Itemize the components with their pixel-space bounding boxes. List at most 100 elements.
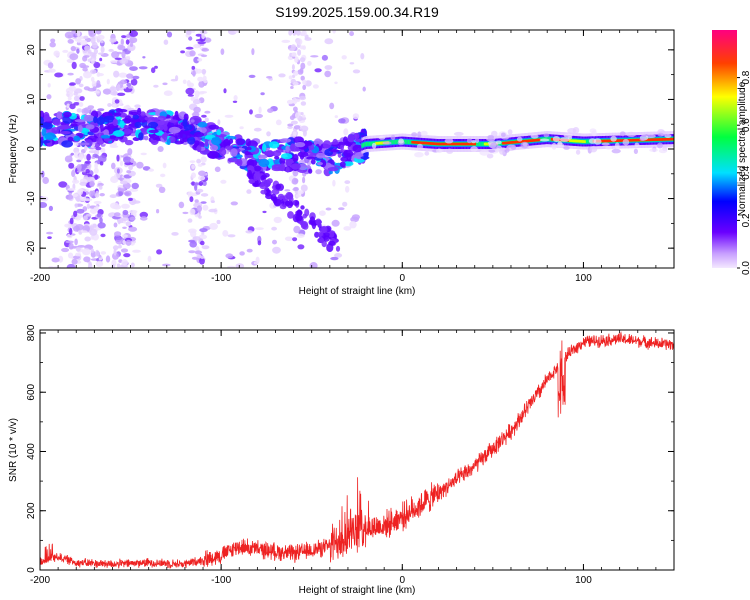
heatmap-cell — [120, 38, 125, 46]
heatmap-cell — [140, 216, 148, 221]
heatmap-cell — [292, 199, 300, 206]
heatmap-cell — [416, 143, 423, 150]
heatmap-cell — [320, 159, 327, 168]
heatmap-cell — [362, 86, 366, 92]
heatmap-cell — [314, 68, 322, 73]
heatmap-cell — [191, 181, 196, 186]
heatmap-cell — [646, 138, 649, 142]
heatmap-cell — [136, 114, 149, 123]
heatmap-cell — [123, 253, 131, 258]
heatmap-cell — [515, 140, 518, 144]
heatmap-cell — [162, 82, 168, 86]
heatmap-cell — [94, 162, 98, 170]
heatmap-cell — [107, 103, 112, 107]
heatmap-cell — [291, 177, 299, 185]
heatmap-cell — [380, 141, 384, 145]
heatmap-cell — [122, 209, 129, 216]
heatmap-cell — [293, 106, 298, 112]
heatmap-cell — [44, 132, 56, 140]
heatmap-cell — [307, 60, 312, 66]
heatmap-cell — [98, 52, 104, 55]
heatmap-cell — [462, 142, 465, 146]
heatmap-cell — [134, 121, 142, 129]
heatmap-cell — [255, 227, 264, 231]
heatmap-cell — [70, 123, 78, 127]
heatmap-cell — [68, 252, 74, 259]
heatmap-cell — [122, 226, 127, 229]
heatmap-cell — [194, 199, 199, 203]
heatmap-cell — [645, 134, 656, 139]
heatmap-cell — [98, 185, 103, 190]
heatmap-cell — [271, 226, 277, 231]
heatmap-cell — [274, 155, 280, 160]
heatmap-cell — [414, 152, 424, 158]
heatmap-cell — [156, 209, 160, 214]
heatmap-cell — [89, 190, 94, 197]
heatmap-cell — [191, 164, 196, 170]
heatmap-cell — [139, 211, 148, 218]
heatmap-cell — [154, 65, 158, 69]
heatmap-cell — [341, 55, 347, 60]
heatmap-cell — [550, 138, 554, 141]
heatmap-cell — [346, 152, 352, 162]
heatmap-cell — [232, 100, 238, 104]
heatmap-cell — [185, 87, 195, 95]
heatmap-cell — [151, 67, 156, 74]
heatmap-cell — [552, 136, 561, 142]
heatmap-cell — [451, 142, 455, 146]
heatmap-cell — [279, 138, 292, 143]
snr-series-line — [40, 331, 674, 569]
heatmap-cell — [87, 87, 97, 92]
heatmap-cell — [200, 156, 207, 163]
heatmap-cell — [420, 141, 423, 145]
heatmap-cell — [189, 196, 194, 203]
heatmap-cell — [116, 84, 121, 91]
heatmap-cell — [208, 208, 218, 213]
heatmap-cell — [73, 255, 80, 260]
heatmap-cell — [88, 150, 97, 154]
heatmap-cell — [89, 31, 93, 36]
heatmap-cell — [48, 68, 56, 73]
heatmap-cell — [548, 137, 551, 142]
heatmap-cell — [189, 50, 196, 57]
heatmap-cell — [259, 182, 267, 190]
heatmap-cell — [501, 132, 506, 137]
heatmap-cell — [258, 158, 270, 168]
heatmap-cell — [411, 140, 414, 144]
heatmap-cell — [460, 142, 463, 146]
heatmap-cell — [605, 139, 608, 143]
heatmap-cell — [114, 57, 123, 60]
heatmap-cell — [571, 139, 575, 143]
heatmap-cell — [362, 142, 366, 147]
heatmap-cell — [74, 238, 78, 246]
heatmap-cell — [628, 139, 632, 142]
heatmap-cell — [382, 141, 392, 145]
heatmap-cell — [295, 112, 300, 119]
heatmap-cell — [144, 116, 150, 121]
heatmap-cell — [224, 114, 234, 118]
snr-frame — [39, 329, 675, 571]
heatmap-cell — [113, 222, 118, 228]
heatmap-cell — [71, 169, 76, 178]
y-tick-label: 0 — [26, 567, 37, 573]
heatmap-cell — [182, 79, 187, 85]
heatmap-cell — [185, 46, 194, 50]
heatmap-cell — [200, 240, 205, 246]
heatmap-cell — [444, 138, 454, 144]
heatmap-cell — [403, 139, 406, 144]
heatmap-cell — [121, 217, 129, 221]
x-tick-label: 0 — [400, 273, 406, 284]
heatmap-cell — [109, 194, 117, 199]
heatmap-cell — [178, 201, 185, 209]
heatmap-cell — [197, 163, 203, 167]
heatmap-cell — [47, 83, 51, 88]
heatmap-cell — [130, 262, 135, 268]
heatmap-cell — [109, 38, 117, 43]
heatmap-cell — [103, 138, 112, 142]
heatmap-cell — [93, 167, 99, 174]
heatmap-cell — [296, 38, 303, 46]
heatmap-cell — [284, 200, 291, 207]
heatmap-cell — [196, 205, 202, 213]
heatmap-cell — [80, 230, 88, 234]
heatmap-cell — [47, 236, 52, 240]
